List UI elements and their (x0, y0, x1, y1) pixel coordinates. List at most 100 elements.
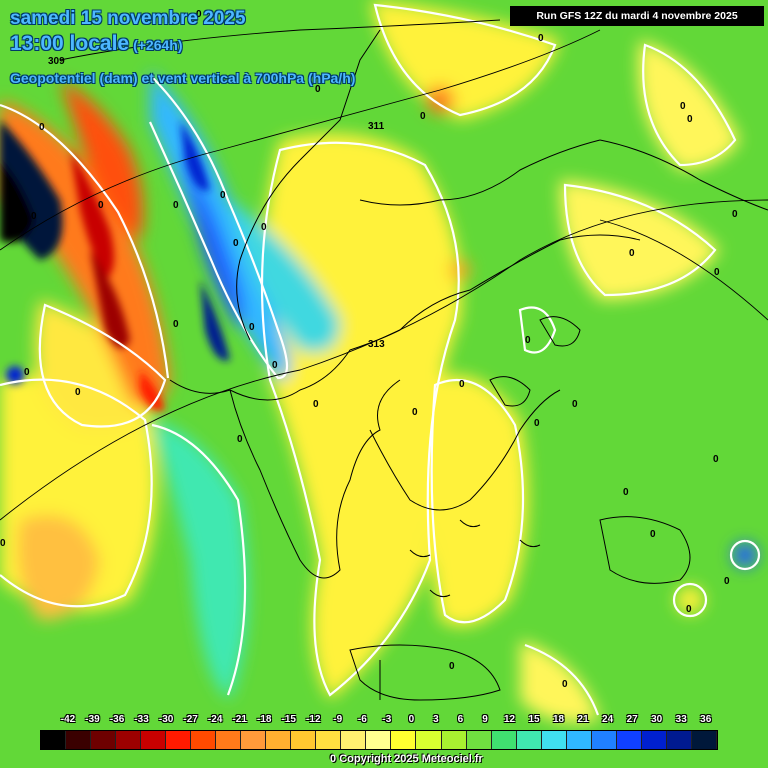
legend-swatch (516, 731, 542, 749)
forecast-offset: (+264h) (133, 37, 183, 53)
legend-swatch (691, 731, 717, 749)
legend-swatch (91, 731, 117, 749)
legend-swatch (416, 731, 442, 749)
legend-swatch (266, 731, 292, 749)
legend-swatch (366, 731, 392, 749)
legend-swatch (316, 731, 342, 749)
zero-label: 0 (687, 114, 693, 125)
legend-swatch (541, 731, 567, 749)
copyright-text: Copyright 2025 Meteociel.fr (339, 753, 483, 765)
legend-tick-label: -24 (207, 714, 223, 725)
zero-label: 0 (39, 122, 45, 133)
map-subtitle: Geopotentiel (dam) et vent vertical à 70… (10, 70, 356, 86)
legend-swatch (191, 731, 217, 749)
zero-label: 0 (233, 238, 239, 249)
legend-swatch (241, 731, 267, 749)
legend-swatch (466, 731, 492, 749)
legend-swatch (141, 731, 167, 749)
legend-swatch (491, 731, 517, 749)
zero-label: 0 (412, 407, 418, 418)
zero-label: 0 (686, 604, 692, 615)
forecast-time: 13:00 locale (+264h) (10, 32, 183, 56)
zero-label: 0 (173, 319, 179, 330)
forecast-date: samedi 15 novembre 2025 (10, 8, 246, 29)
zero-label: 0 (680, 101, 686, 112)
legend-tick-label: -12 (306, 714, 321, 725)
zero-label: 0 (562, 679, 568, 690)
legend-swatch (216, 731, 242, 749)
coastlines (169, 29, 768, 701)
legend-tick-label: -36 (109, 714, 125, 725)
legend-swatch (641, 731, 667, 749)
legend-tick-label: -6 (357, 714, 367, 725)
zero-label: 0 (420, 111, 426, 122)
geopotential-label: 309 (48, 56, 65, 67)
zero-label: 0 (315, 84, 321, 95)
copyright: 0 Copyright 2025 Meteociel.fr (330, 753, 483, 765)
zero-label: 0 (313, 399, 319, 410)
legend-tick-labels: -42 -39 -36 -33 -30 -27 -24 -21 -18 -15 -12 -9 -6 -3 0… (0, 714, 768, 728)
zero-label: 0 (732, 209, 738, 220)
legend-swatch (116, 731, 142, 749)
legend-swatch (166, 731, 192, 749)
zero-label: 0 (261, 222, 267, 233)
local-time: 13:00 locale (10, 32, 130, 55)
zero-label: 0 (629, 248, 635, 259)
zero-label: 0 (98, 200, 104, 211)
legend-tick-label: 30 (651, 714, 663, 725)
geopotential-label: 311 (368, 121, 385, 132)
zero-label: 0 (525, 335, 531, 346)
zero-label: 0 (24, 367, 30, 378)
legend-zero-note: 0 (330, 753, 337, 765)
legend-tick-label: 9 (482, 714, 488, 725)
legend-tick-label: 21 (577, 714, 589, 725)
legend-swatch (341, 731, 367, 749)
legend-tick-label: 18 (553, 714, 565, 725)
legend-tick-label: 15 (528, 714, 540, 725)
legend-tick-label: 12 (503, 714, 516, 725)
legend-tick-label: -30 (158, 714, 174, 725)
zero-label: 0 (237, 434, 243, 445)
zero-label: 0 (272, 360, 278, 371)
zero-label: 0 (572, 399, 578, 410)
legend-tick-label: -9 (333, 714, 343, 725)
zero-label: 0 (249, 322, 255, 333)
zero-label: 0 (459, 379, 465, 390)
contour-labels: 309 311 313 0 0 0 0 0 0 0 0 0 0 0 0 0 0 … (0, 9, 738, 690)
zero-label: 0 (650, 529, 656, 540)
legend-swatch (441, 731, 467, 749)
color-legend (40, 730, 718, 750)
zero-label: 0 (724, 576, 730, 587)
legend-tick-label: 36 (700, 714, 712, 725)
zero-label: 0 (220, 190, 226, 201)
zero-label: 0 (196, 9, 202, 20)
legend-tick-label: -3 (382, 714, 392, 725)
zero-label: 0 (31, 211, 37, 222)
legend-tick-label: 24 (602, 714, 614, 725)
legend-swatch (291, 731, 317, 749)
legend-tick-label: 6 (457, 714, 464, 725)
geopotential-label: 313 (368, 339, 385, 350)
legend-tick-label: -33 (134, 714, 149, 725)
legend-tick-label: -27 (183, 714, 198, 725)
legend-tick-label: 33 (675, 714, 687, 725)
legend-tick-label: -15 (281, 714, 296, 725)
vertical-wind-field (0, 0, 757, 723)
zero-label: 0 (534, 418, 540, 429)
legend-tick-label: -42 (60, 714, 76, 725)
run-info: Run GFS 12Z du mardi 4 novembre 2025 (510, 6, 764, 26)
zero-label: 0 (449, 661, 455, 672)
legend-tick-label: -18 (256, 714, 272, 725)
legend-swatch (566, 731, 592, 749)
zero-label: 0 (538, 33, 544, 44)
legend-tick-label: 0 (408, 714, 415, 725)
legend-swatch (591, 731, 617, 749)
legend-swatch (41, 731, 67, 749)
zero-label: 0 (173, 200, 179, 211)
zero-label: 0 (75, 387, 81, 398)
zero-label: 0 (713, 454, 719, 465)
legend-tick-label: -39 (85, 714, 100, 725)
legend-tick-label: 3 (433, 714, 439, 725)
legend-tick-label: -21 (232, 714, 247, 725)
